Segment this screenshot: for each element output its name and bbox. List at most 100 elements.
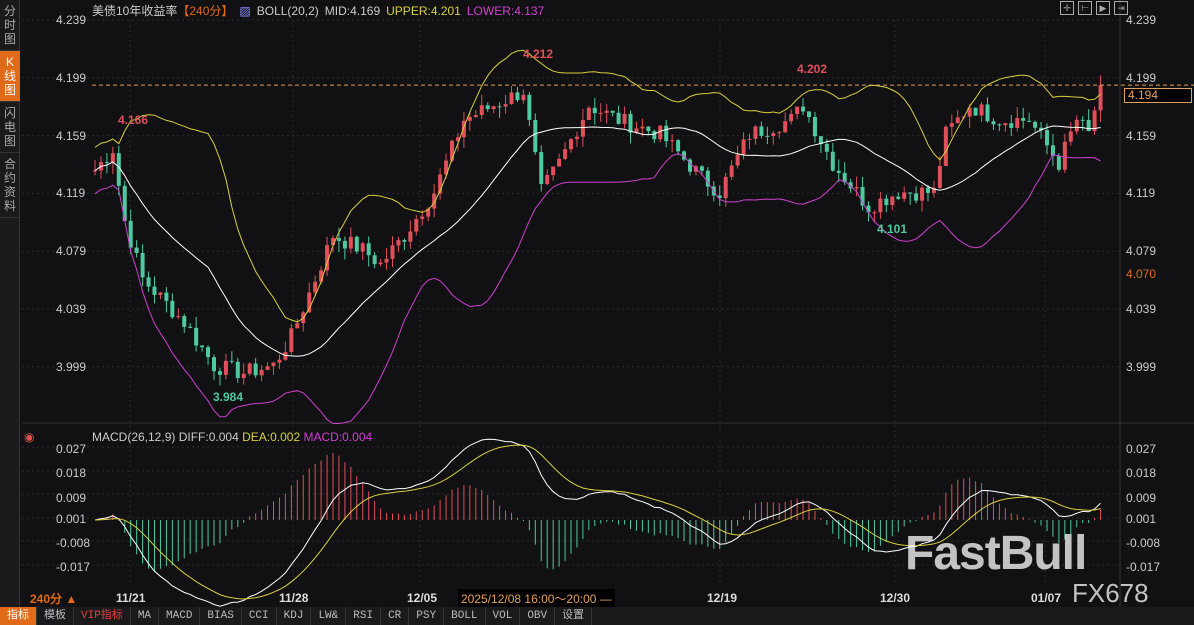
candle-body (997, 124, 1002, 126)
tab-timeshare[interactable]: 分时图 (0, 0, 20, 51)
candle-body (229, 360, 234, 362)
watermark-code: FX678 (1072, 578, 1149, 608)
candle-body (342, 240, 347, 249)
candle-body (307, 292, 312, 313)
date-label: 11/28 (279, 591, 309, 605)
move-right-icon[interactable]: ⇥ (1114, 1, 1128, 15)
candle-body (783, 121, 788, 133)
boll-lower-line (94, 153, 1101, 424)
macd-axis-label: 0.027 (56, 442, 87, 457)
toolbar-item-11[interactable]: PSY (409, 607, 445, 625)
candle-body (914, 193, 919, 201)
tab-contract-info[interactable]: 合约资料 (0, 153, 20, 218)
price-axis-label: 3.999 (56, 359, 87, 374)
price-axis-label: 4.239 (1126, 13, 1157, 27)
candle-body (1009, 123, 1014, 128)
candle-body (860, 187, 865, 206)
toolbar-item-7[interactable]: KDJ (277, 607, 312, 625)
candle-body (182, 316, 187, 327)
candle-body (253, 363, 258, 376)
macd-axis-label: 0.009 (1126, 490, 1157, 505)
price-axis-label: 3.999 (1126, 359, 1157, 374)
candle-body (705, 170, 710, 187)
candle-body (217, 371, 222, 375)
candle-body (176, 316, 181, 318)
price-axis-label: 4.039 (1126, 302, 1157, 316)
toolbar-item-10[interactable]: CR (381, 607, 410, 625)
toolbar-item-3[interactable]: MA (131, 607, 160, 625)
candle-body (170, 300, 175, 318)
chart-tools: ✛ ⊢ ▶ ⇥ (1060, 1, 1128, 15)
candle-body (188, 326, 193, 328)
candle-body (527, 94, 532, 120)
candle-body (753, 126, 758, 139)
candle-body (610, 110, 615, 113)
candle-body (830, 151, 835, 171)
toolbar-item-1[interactable]: 模板 (37, 607, 74, 625)
candle-body (438, 174, 443, 194)
candle-body (259, 369, 264, 376)
boll-mid: MID:4.169 (324, 4, 381, 18)
candle-body (723, 176, 728, 199)
toolbar-item-5[interactable]: BIAS (200, 607, 242, 625)
tab-kline[interactable]: K线图 (0, 51, 20, 102)
candle-body (574, 136, 579, 140)
toolbar-item-0[interactable]: 指标 (0, 607, 37, 625)
candle-body (420, 216, 425, 219)
candle-body (949, 123, 954, 127)
price-axis-label: 4.159 (1126, 128, 1157, 143)
toolbar-item-4[interactable]: MACD (159, 607, 201, 625)
candle-body (450, 140, 454, 161)
boll-indicator-icon[interactable]: ▨ (239, 4, 251, 18)
toolbar-item-6[interactable]: CCI (242, 607, 277, 625)
macd-axis-label: 0.001 (1126, 512, 1157, 526)
candle-body (152, 286, 157, 295)
candle-body (729, 165, 734, 177)
toolbar-item-2[interactable]: VIP指标 (74, 607, 131, 625)
macd-settings-icon[interactable]: ◉ (24, 430, 35, 444)
play-icon[interactable]: ▶ (1096, 1, 1110, 15)
candle-body (943, 126, 948, 166)
candle-body (414, 218, 419, 232)
candle-body (473, 115, 478, 117)
toolbar-item-15[interactable]: 设置 (555, 607, 593, 625)
crosshair-icon[interactable]: ✛ (1060, 1, 1074, 15)
price-axis-label: 4.119 (56, 186, 86, 201)
candle-body (122, 185, 127, 221)
tab-flash[interactable]: 闪电图 (0, 102, 20, 153)
zoom-range-icon[interactable]: ⊢ (1078, 1, 1092, 15)
candle-body (955, 117, 960, 124)
candle-body (1062, 141, 1067, 170)
candle-body (741, 139, 746, 155)
macd-value: MACD:0.004 (303, 430, 373, 444)
candle-body (872, 212, 877, 214)
candle-body (325, 245, 330, 271)
chart-canvas[interactable] (0, 0, 1194, 607)
toolbar-item-9[interactable]: RSI (346, 607, 382, 625)
candle-body (1039, 127, 1044, 131)
period-selector[interactable]: 240分 ▲ (30, 592, 78, 606)
candle-body (110, 153, 115, 163)
period-label[interactable]: 【240分】 (177, 4, 234, 18)
macd-axis-label: 0.001 (56, 512, 87, 526)
price-axis-label: 4.199 (1126, 70, 1157, 85)
macd-axis-label: -0.017 (1126, 560, 1161, 575)
toolbar-item-14[interactable]: OBV (520, 607, 556, 625)
candle-body (973, 107, 978, 116)
candle-body (902, 192, 907, 199)
macd-diff: DIFF:0.004 (178, 430, 239, 444)
candle-body (277, 359, 282, 363)
candle-body (551, 166, 556, 176)
toolbar-item-8[interactable]: LW& (311, 607, 347, 625)
candle-body (789, 114, 794, 122)
macd-axis-label: -0.008 (1126, 536, 1161, 551)
low-marker-label: 4.070 (1126, 267, 1157, 281)
candle-body (866, 205, 871, 213)
candle-body (908, 192, 913, 194)
candle-body (967, 107, 972, 117)
toolbar-item-12[interactable]: BOLL (444, 607, 486, 625)
toolbar-item-13[interactable]: VOL (486, 607, 521, 625)
candle-body (348, 236, 353, 249)
candle-body (1056, 155, 1061, 170)
price-axis-label: 4.079 (56, 244, 87, 259)
